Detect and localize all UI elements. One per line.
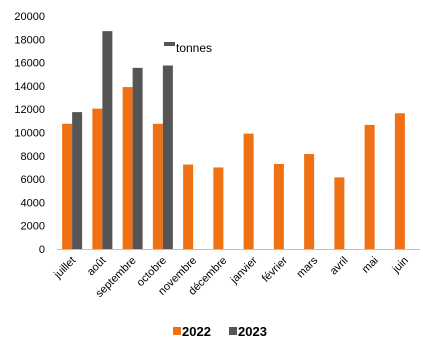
legend-swatch-2023 — [229, 327, 237, 335]
y-tick-label: 2000 — [21, 221, 45, 233]
x-tick-label: janvier — [228, 254, 260, 286]
x-tick-label: août — [85, 255, 109, 279]
unit-annotation: tonnes — [164, 41, 212, 55]
x-tick-label: avril — [328, 255, 351, 278]
x-axis-tick-labels: juillet aoûtseptembreoctobrenovembredécem… — [51, 254, 411, 300]
y-tick-label: 14000 — [14, 81, 45, 93]
bar-2022-juillet — [62, 123, 73, 249]
bar-2022-décembre — [213, 167, 224, 249]
unit-label: tonnes — [176, 41, 212, 55]
bar-2022-février — [273, 163, 284, 249]
bar-2022-mai — [364, 124, 375, 249]
bar-2022-juin — [394, 113, 405, 249]
bar-2022-septembre — [122, 87, 133, 249]
y-tick-label: 8000 — [21, 151, 45, 163]
x-tick-label: juin — [390, 255, 411, 276]
bar-2022-novembre — [183, 164, 194, 249]
x-tick-label: février — [260, 254, 290, 284]
y-tick-label: 10000 — [14, 128, 45, 140]
bar-2023-septembre — [132, 67, 143, 249]
bars — [62, 31, 405, 250]
bar-2022-avril — [334, 177, 345, 249]
unit-marker — [164, 42, 175, 46]
bar-2023-octobre — [162, 65, 173, 249]
y-axis-tick-labels: 0 2000 4000 6000 8000 10000 12000 14000 16000 180… — [14, 11, 45, 256]
legend-label-2023: 2023 — [238, 324, 267, 339]
legend-swatch-2022 — [173, 327, 181, 335]
x-tick-label: mars — [294, 254, 320, 280]
y-tick-label: 4000 — [21, 197, 45, 209]
bar-2022-août — [92, 108, 103, 250]
x-tick-label: mai — [360, 255, 381, 276]
y-tick-label: 20000 — [14, 11, 45, 23]
bar-2022-mars — [304, 154, 315, 249]
legend: 2022 2023 — [173, 324, 267, 339]
y-tick-label: 18000 — [14, 34, 45, 46]
bar-2023-août — [102, 31, 113, 249]
bar-2022-octobre — [152, 123, 163, 249]
y-tick-label: 12000 — [14, 104, 45, 116]
bar-2022-janvier — [243, 133, 254, 249]
y-tick-label: 6000 — [21, 174, 45, 186]
legend-label-2022: 2022 — [182, 324, 211, 339]
x-tick-label: juillet — [51, 255, 78, 282]
y-tick-label: 0 — [39, 244, 45, 256]
bar-2023-juillet — [72, 112, 83, 249]
y-tick-label: 16000 — [14, 58, 45, 70]
